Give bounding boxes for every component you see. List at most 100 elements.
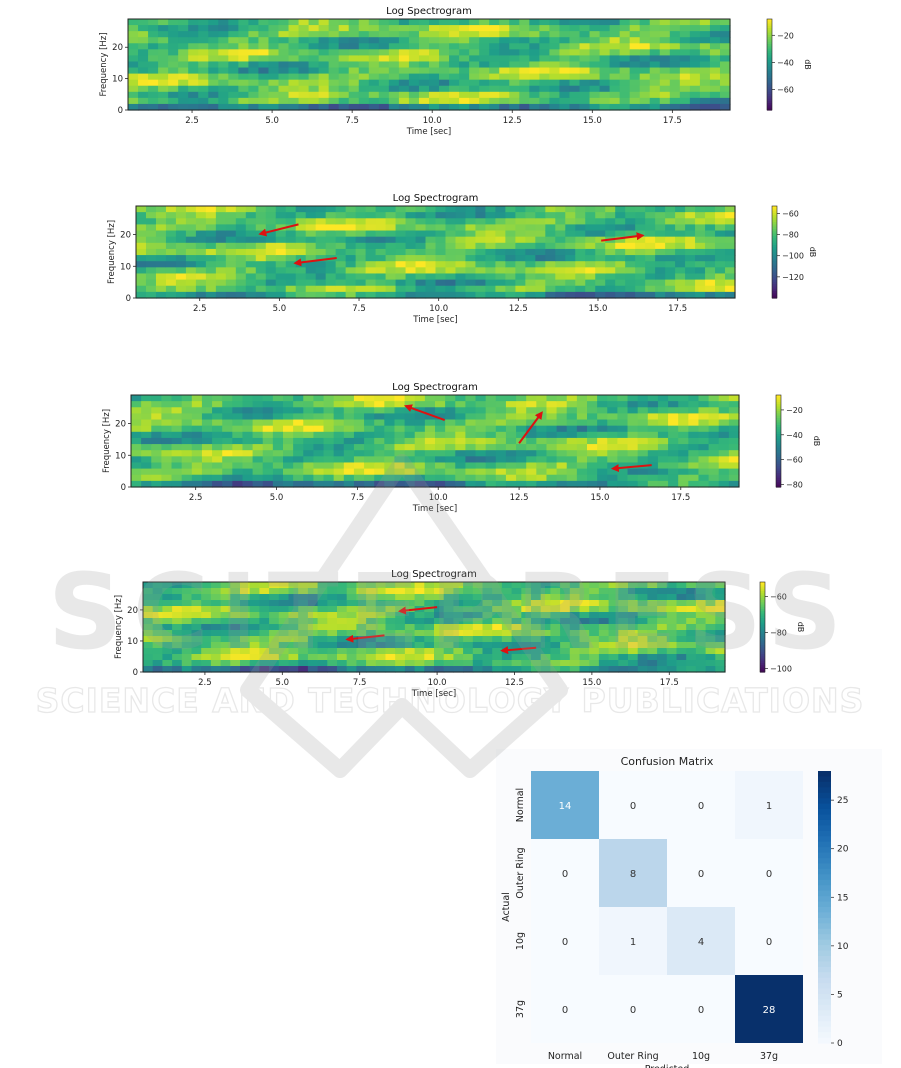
plot-frame (127, 18, 731, 111)
x-tick-label: 15.0 (582, 678, 601, 688)
matrix-cell-value: 14 (559, 801, 572, 812)
colorbar-label: dB (812, 436, 821, 447)
colorbar-tick-label: −20 (777, 31, 794, 40)
spectrogram-panel-4: Log Spectrogram 2.5 5.0 7.5 10.0 12.5 15.0 17.5… (114, 569, 805, 699)
annotation-arrow (397, 606, 438, 615)
matrix-cell-value: 28 (763, 1005, 776, 1016)
matrix-cell (667, 839, 735, 907)
matrix-cell (531, 907, 599, 975)
colorbar-tick-label: −60 (786, 456, 803, 465)
x-axis-label: Time [sec] (406, 127, 451, 137)
colorbar-tick-label: −40 (786, 431, 803, 440)
x-tick-label: 17.5 (663, 116, 682, 126)
x-tick-label: 17.5 (668, 304, 687, 314)
matrix-cell (735, 975, 803, 1043)
y-tick-label: 0 (121, 483, 126, 493)
annotation-arrow (518, 411, 543, 444)
x-tick-label: 2.5 (193, 304, 207, 314)
y-tick-label: 10 (127, 637, 138, 647)
matrix-cell (667, 975, 735, 1043)
x-tick-label: 10.0 (428, 678, 447, 688)
matrix-cell-value: 0 (698, 869, 704, 880)
x-tick-label: 7.5 (353, 678, 367, 688)
annotation-arrow (500, 646, 537, 655)
matrix-cell (735, 907, 803, 975)
x-tick-label: 7.5 (345, 116, 359, 126)
colorbar-tick-label: −20 (786, 406, 803, 415)
y-axis-label: Frequency [Hz] (102, 409, 112, 473)
x-tick-label: 15.0 (590, 493, 609, 503)
x-tick-label: 10.0 (429, 493, 448, 503)
colorbar-tick-label: −80 (770, 628, 787, 637)
colorbar-frame (771, 205, 778, 299)
matrix-cell (599, 907, 667, 975)
x-axis-label: Time [sec] (412, 315, 457, 325)
y-tick-label: Normal (515, 788, 526, 822)
matrix-cell (599, 839, 667, 907)
matrix-cell-value: 1 (766, 801, 772, 812)
chart-title: Log Spectrogram (393, 193, 479, 204)
matrix-cell (667, 907, 735, 975)
colorbar-tick-label: 5 (837, 990, 843, 1000)
colorbar: −20 −40 −60 dB (766, 18, 812, 111)
annotation-arrow (404, 404, 446, 422)
plot-frame (130, 394, 740, 488)
x-tick-label: 15.0 (583, 116, 602, 126)
x-tick-label: 12.5 (510, 493, 529, 503)
colorbar: −60 −80 −100 −120 dB (771, 205, 817, 299)
x-axis-label: Predicted (645, 1064, 690, 1068)
colorbar: −20 −40 −60 −80 dB (775, 394, 821, 490)
colorbar-tick-label: −80 (782, 231, 799, 240)
colorbar-tick-label: 15 (837, 893, 848, 903)
y-tick-label: 10 (115, 451, 126, 461)
colorbar-tick-label: 20 (837, 845, 849, 855)
spectrogram-cells (136, 206, 736, 299)
y-axis-label: Frequency [Hz] (107, 220, 117, 284)
y-tick-label: 0 (133, 668, 138, 678)
colorbar-tick-label: −120 (782, 273, 804, 282)
x-tick-label: 7.5 (351, 493, 365, 503)
y-tick-label: 20 (115, 420, 126, 430)
colorbar-tick-label: −100 (782, 252, 804, 261)
x-tick-label: 5.0 (276, 678, 290, 688)
matrix-cell (531, 771, 599, 839)
matrix-cell (531, 839, 599, 907)
matrix-cell (531, 975, 599, 1043)
colorbar-frame (775, 394, 782, 488)
colorbar-tick-label: −60 (777, 86, 794, 95)
matrix-cell-value: 8 (630, 869, 636, 880)
colorbar-tick-label: 0 (837, 1039, 843, 1049)
x-tick-label: 10.0 (429, 304, 448, 314)
x-tick-label: 17.5 (660, 678, 679, 688)
spectrogram-panel-1: Log Spectrogram 2.5 5.0 7.5 10.0 12.5 15.0 17.5… (99, 6, 812, 137)
colorbar: −60 −80 −100 dB (759, 581, 805, 673)
y-tick-label: Outer Ring (515, 847, 526, 898)
matrix-cell-value: 0 (698, 1005, 704, 1016)
y-tick-label: 37g (515, 1000, 526, 1018)
annotation-arrow (293, 257, 337, 267)
chart-title: Log Spectrogram (386, 6, 472, 17)
colorbar-tick-label: −40 (777, 58, 794, 67)
matrix-colorbar: 0 5 10 15 20 25 (818, 771, 849, 1049)
matrix-cell-value: 0 (562, 937, 568, 948)
x-tick-label: 37g (760, 1051, 778, 1062)
spectrogram-cells (143, 582, 726, 673)
matrix-cell (599, 771, 667, 839)
y-axis-label: Frequency [Hz] (114, 595, 124, 659)
x-tick-label: 2.5 (198, 678, 212, 688)
x-tick-label: Normal (548, 1051, 582, 1062)
colorbar-tick-label: −60 (782, 209, 799, 218)
annotation-arrow (258, 223, 299, 237)
annotation-arrow (345, 634, 385, 643)
y-tick-label: 0 (126, 294, 131, 304)
matrix-cell (599, 975, 667, 1043)
matrix-cell-value: 0 (562, 869, 568, 880)
y-axis-label: Frequency [Hz] (99, 32, 109, 96)
matrix-cell (735, 839, 803, 907)
x-axis-label: Time [sec] (412, 504, 457, 514)
spectrogram-panel-3: Log Spectrogram 2.5 5.0 7.5 10.0 12.5 15.0 17.5… (102, 382, 821, 514)
matrix-cell (735, 771, 803, 839)
chart-title: Confusion Matrix (621, 755, 714, 768)
